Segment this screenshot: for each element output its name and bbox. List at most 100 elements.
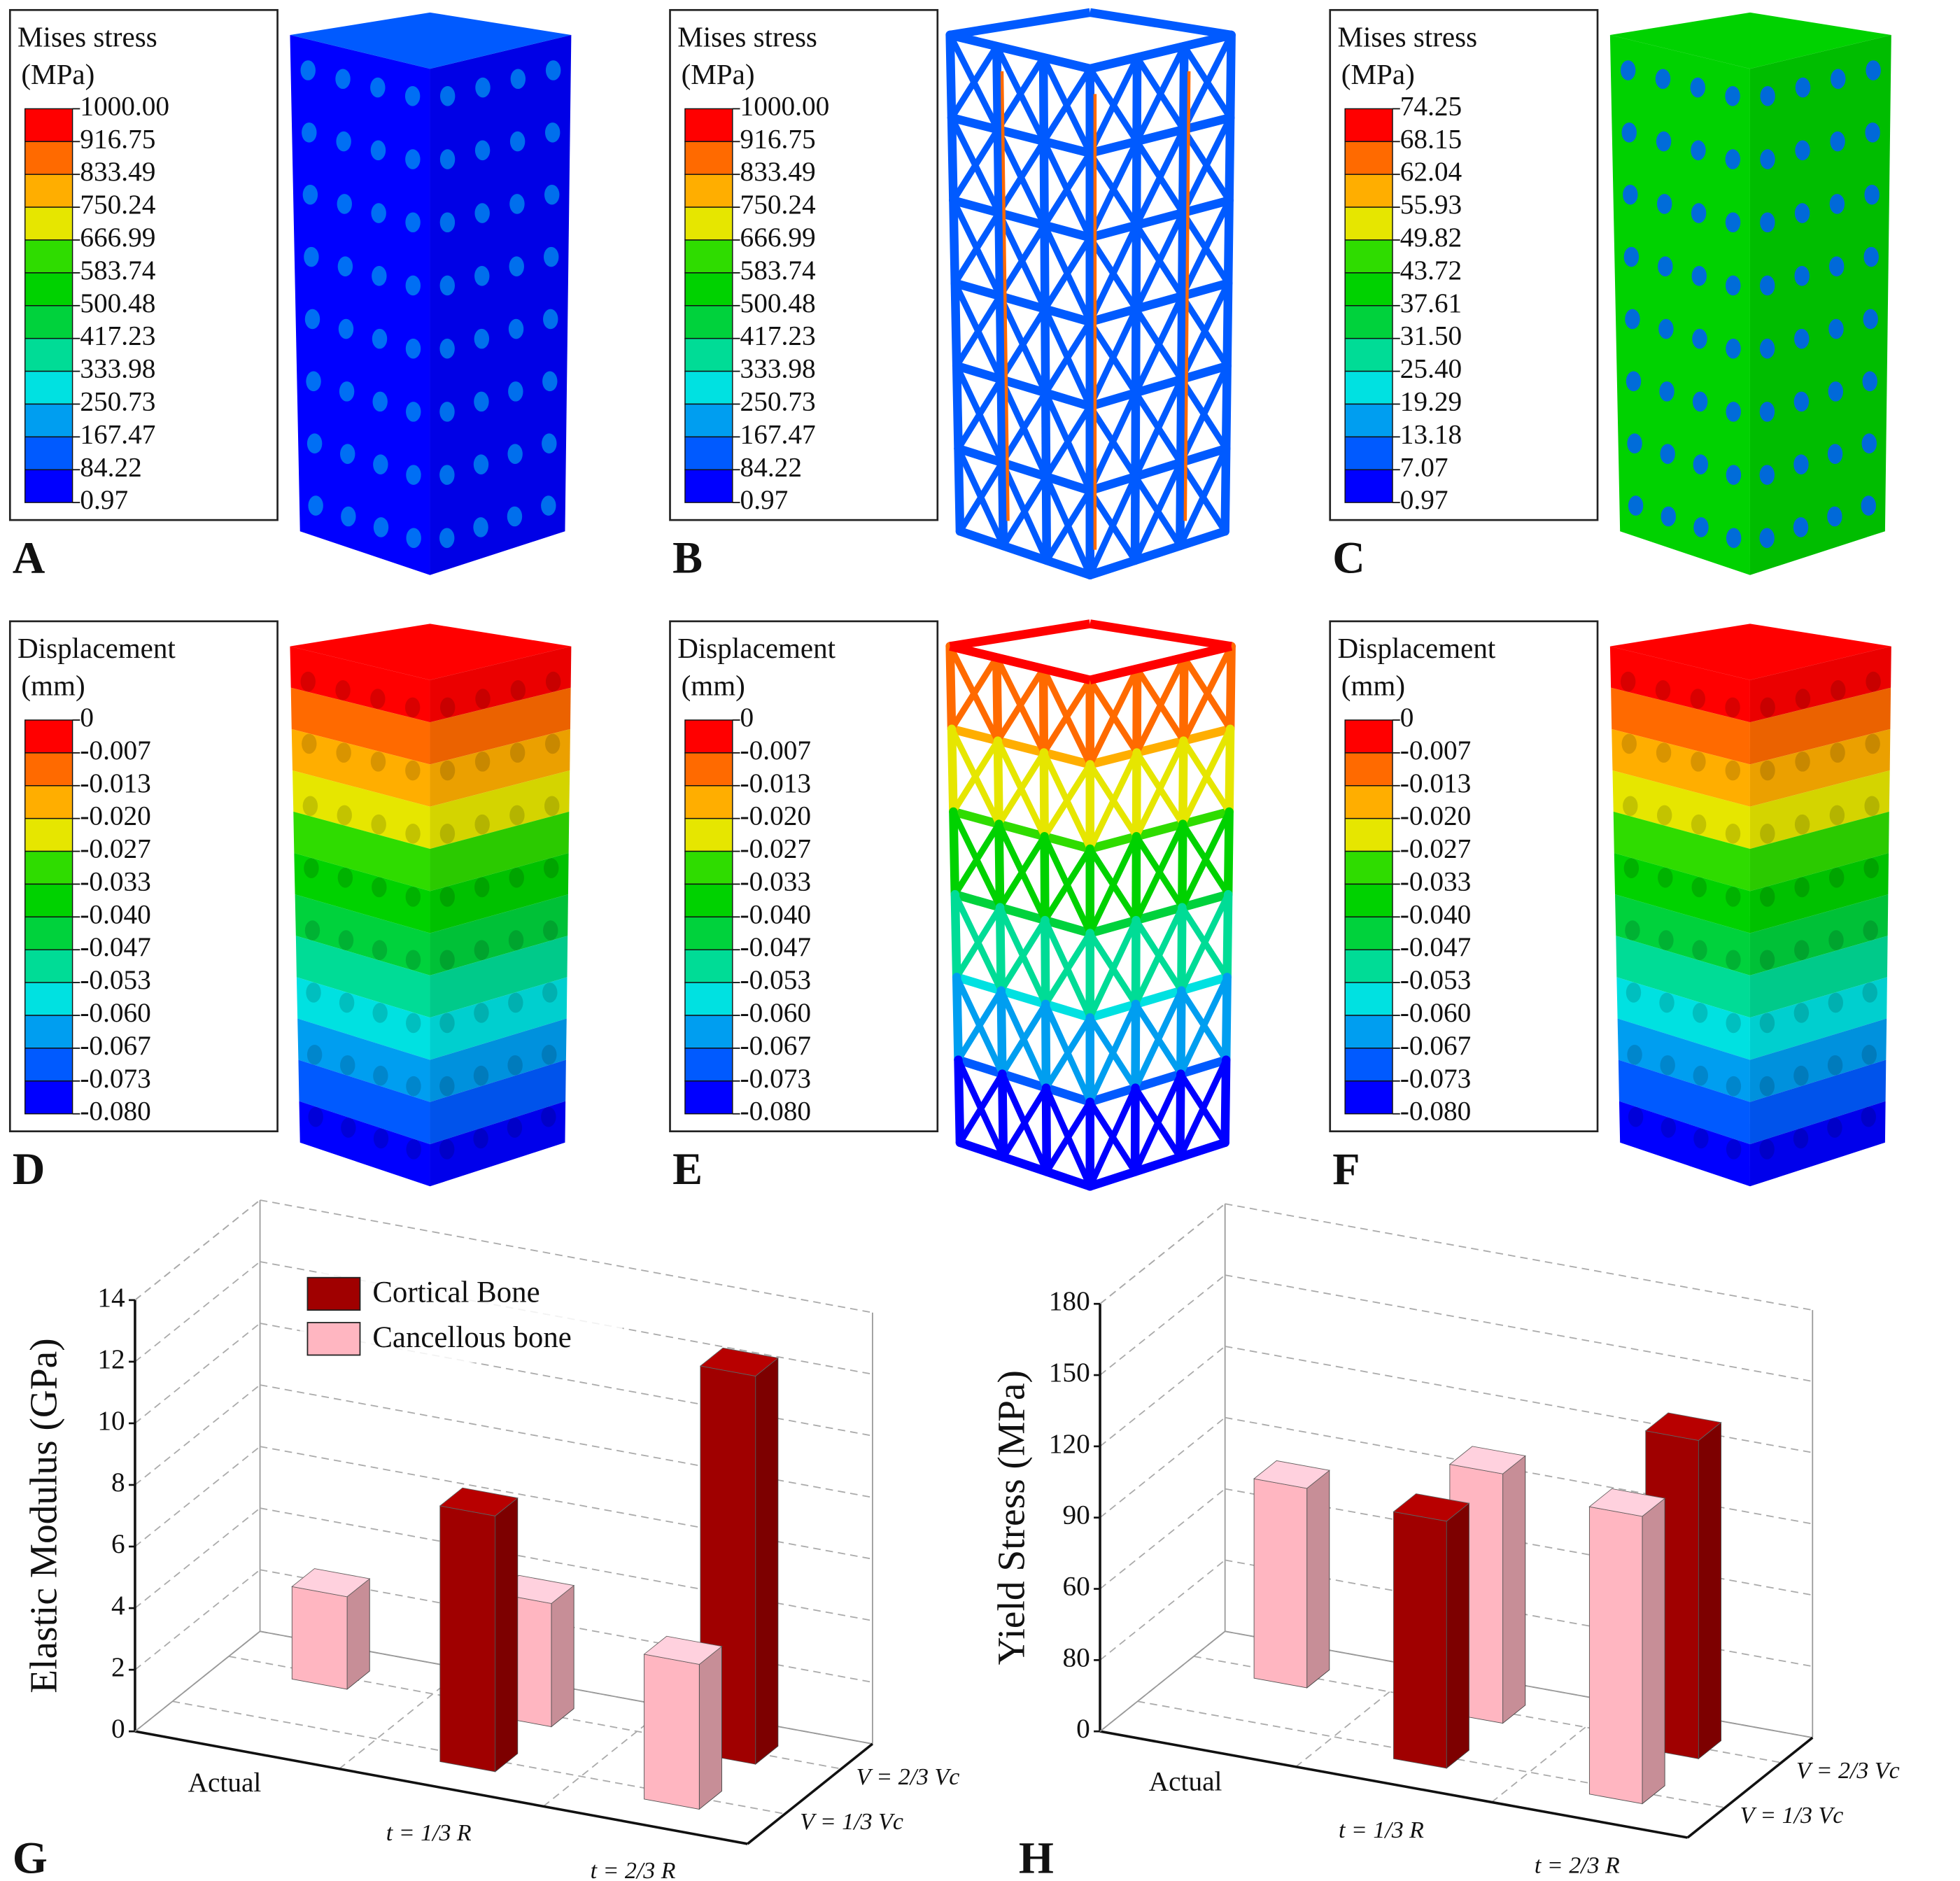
model-pore (1660, 1055, 1675, 1076)
z-axis (1686, 1736, 1814, 1839)
model-band (295, 936, 430, 1018)
model-pore (508, 318, 524, 339)
model-pore (1760, 760, 1775, 781)
bar-front (291, 1586, 348, 1690)
bar-top (291, 1568, 371, 1598)
model-pore (1794, 328, 1810, 349)
legend-unit: (MPa) (1341, 58, 1415, 90)
color-swatch (1344, 850, 1393, 885)
model-pore (1760, 697, 1775, 718)
legend-label: -0.013 (1400, 768, 1472, 798)
panel-letter: F (1332, 1144, 1360, 1194)
legend-swatch (306, 1322, 361, 1356)
model-pore (1725, 149, 1741, 169)
z-tick-label: V = 1/3 Vc (1740, 1803, 1844, 1829)
model-pore (1864, 184, 1880, 205)
model-pore (304, 858, 319, 878)
model-pore (1623, 796, 1638, 817)
model-strut (1087, 475, 1138, 577)
color-swatch (684, 1048, 733, 1082)
model-pore (1828, 930, 1844, 950)
model-pore (302, 184, 318, 205)
model-strut (999, 390, 1049, 465)
model-pore (1659, 992, 1675, 1013)
model-strut (1041, 472, 1052, 565)
model-pore (543, 920, 558, 940)
color-swatch (1344, 337, 1393, 372)
model-pore (1793, 391, 1810, 412)
model-strut (952, 973, 1094, 1022)
model-strut (1179, 810, 1232, 909)
model-pore (406, 402, 421, 422)
model-pore (439, 1076, 455, 1097)
model-pore (474, 391, 489, 412)
model-strut (1133, 906, 1185, 1006)
model-pore (439, 528, 455, 549)
panel-letter: G (13, 1833, 48, 1881)
model-image (1609, 624, 1891, 1187)
model-pore (439, 86, 456, 106)
model-pore (404, 86, 421, 106)
color-swatch (1344, 1080, 1393, 1115)
bar-front (1393, 1511, 1447, 1769)
model-strut (1085, 279, 1233, 327)
model-strut (1225, 724, 1235, 817)
legend-label: -0.073 (80, 1063, 151, 1094)
model-strut (1001, 474, 1049, 548)
model-strut (1087, 56, 1141, 155)
model-pore (1863, 246, 1879, 267)
bar-top (1253, 1460, 1330, 1489)
model-pore (372, 266, 387, 286)
model-pore (475, 77, 491, 98)
model-pore (1759, 1139, 1775, 1160)
color-swatch (1344, 108, 1393, 143)
model-image (290, 624, 572, 1187)
model-pore (1827, 506, 1842, 527)
model-pore (372, 877, 387, 898)
legend-label: -0.027 (80, 833, 151, 864)
model-strut (1042, 236, 1093, 311)
model-pore (1691, 140, 1706, 161)
color-swatch (1344, 141, 1393, 175)
y-tick-label: 6 (111, 1528, 125, 1559)
legend-label: -0.020 (1400, 801, 1472, 831)
model-pore (406, 1013, 421, 1034)
model-pore (1626, 982, 1642, 1003)
model-pore (335, 680, 351, 700)
model-strut (1180, 34, 1234, 132)
model-pore (370, 77, 386, 98)
model-pore (1828, 867, 1845, 888)
color-swatch (24, 752, 73, 787)
model-pore (1627, 1044, 1642, 1065)
model-strut (952, 822, 1002, 896)
model-pore (1793, 1065, 1809, 1086)
model-strut (1085, 526, 1229, 579)
model-band (1749, 853, 1889, 934)
color-swatch (684, 916, 733, 950)
bar (1588, 1488, 1666, 1805)
model-pore (1795, 77, 1811, 98)
model-pore (373, 517, 389, 537)
bar-front (1588, 1506, 1643, 1805)
model-strut (1223, 807, 1234, 899)
model-strut (1087, 140, 1140, 239)
model-strut (1038, 52, 1049, 146)
model-strut (947, 724, 1094, 769)
model-strut (954, 1055, 965, 1148)
legend-label: Cancellous bone (372, 1321, 571, 1354)
z-tick-label: V = 1/3 Vc (800, 1809, 903, 1835)
model-top (290, 624, 572, 680)
y-tick-label: 80 (1062, 1642, 1090, 1672)
model-band (1749, 646, 1891, 723)
legend-label: -0.027 (740, 833, 812, 864)
model-strut (952, 361, 1094, 411)
model-strut (1180, 727, 1234, 826)
model-band (1612, 728, 1750, 807)
model-pore (1793, 454, 1809, 474)
model-pore (1725, 86, 1740, 106)
model-pore (1866, 671, 1881, 692)
model-band (1616, 936, 1750, 1018)
model-strut (1089, 8, 1232, 40)
model-strut (952, 361, 963, 453)
bar-side (698, 1645, 722, 1810)
